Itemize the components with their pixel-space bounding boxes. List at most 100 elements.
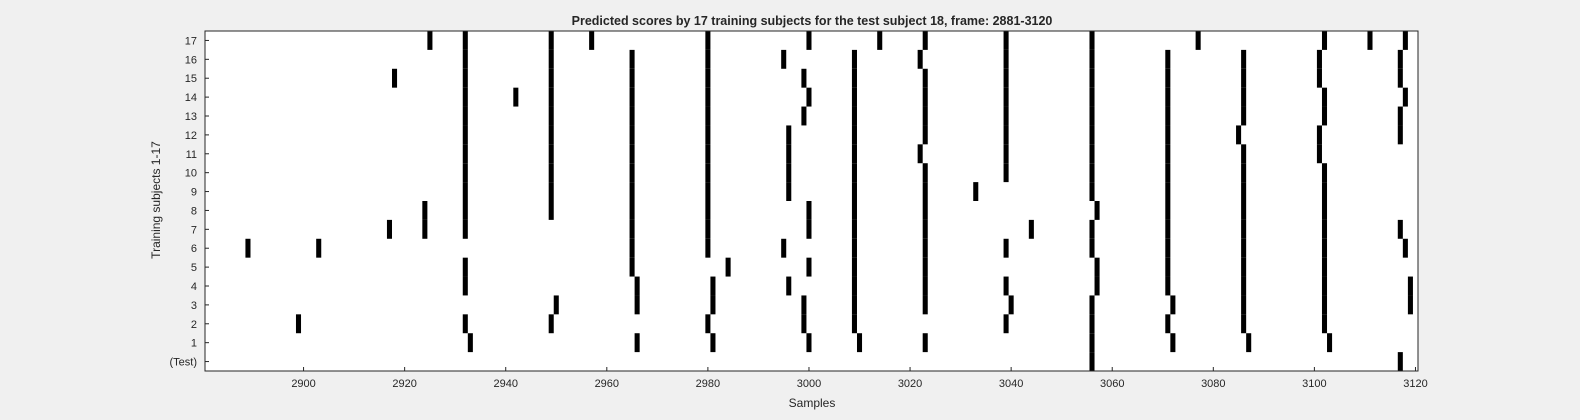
score-mark (1003, 31, 1009, 50)
score-mark (1003, 238, 1009, 258)
y-tick-label: 8 (191, 205, 197, 217)
score-mark (1241, 68, 1247, 88)
score-mark (786, 144, 792, 164)
y-tick-label: 3 (191, 300, 197, 312)
score-mark (1241, 238, 1247, 258)
score-mark (851, 257, 857, 277)
score-mark (1241, 49, 1247, 69)
y-tick-label: 11 (186, 149, 197, 161)
score-mark (422, 201, 428, 220)
score-mark (1321, 314, 1328, 334)
score-mark (1165, 144, 1171, 164)
score-mark (851, 276, 857, 296)
score-mark (1170, 333, 1176, 353)
score-mark (786, 182, 792, 201)
score-mark (634, 333, 640, 353)
score-mark (1165, 125, 1171, 145)
score-mark (922, 219, 928, 239)
score-mark (1407, 276, 1413, 296)
score-mark (922, 276, 928, 296)
score-mark (705, 106, 711, 126)
score-mark (851, 163, 857, 183)
score-mark (295, 314, 302, 334)
score-mark (1165, 219, 1171, 239)
score-mark (1316, 144, 1322, 164)
score-mark (1094, 201, 1100, 220)
score-mark (553, 295, 559, 315)
y-tick-label: 14 (185, 92, 197, 104)
y-tick-label: 10 (185, 168, 197, 180)
score-mark (1089, 163, 1095, 183)
score-mark (513, 87, 519, 107)
score-mark (548, 144, 554, 164)
score-mark (462, 31, 468, 50)
score-mark (705, 163, 711, 183)
score-mark (1089, 238, 1095, 258)
score-mark (710, 276, 716, 296)
score-mark (462, 87, 468, 107)
score-mark (1321, 163, 1328, 183)
score-mark (705, 314, 711, 334)
score-mark (922, 182, 928, 201)
score-mark (1241, 276, 1247, 296)
score-mark (710, 295, 716, 315)
score-mark (1165, 314, 1171, 334)
score-mark (1397, 352, 1403, 371)
x-tick-label: 3080 (1201, 378, 1225, 390)
score-mark (786, 276, 792, 296)
score-mark (1321, 219, 1328, 239)
score-mark (922, 31, 928, 50)
score-mark (851, 87, 857, 107)
score-mark (705, 68, 711, 88)
y-tick-label: 2 (191, 319, 197, 331)
score-mark (705, 144, 711, 164)
score-mark (877, 31, 883, 50)
score-mark (1089, 106, 1095, 126)
score-mark (629, 182, 635, 201)
score-mark (705, 182, 711, 201)
score-mark (1089, 68, 1095, 88)
score-mark (1321, 295, 1328, 315)
score-mark (1003, 125, 1009, 145)
score-mark (922, 125, 928, 145)
score-mark (922, 333, 928, 353)
score-mark (629, 144, 635, 164)
score-mark (806, 257, 812, 277)
score-mark (851, 49, 857, 69)
score-mark (851, 295, 857, 315)
score-mark (856, 333, 863, 353)
score-mark (710, 333, 716, 353)
score-mark (1165, 276, 1171, 296)
score-mark (1165, 238, 1171, 258)
score-mark (1241, 257, 1247, 277)
score-mark (705, 238, 711, 258)
score-mark (705, 219, 711, 239)
score-mark (705, 31, 711, 50)
score-mark (1397, 219, 1403, 239)
score-mark (922, 87, 928, 107)
score-mark (629, 201, 635, 220)
score-mark (801, 106, 807, 126)
score-mark (851, 182, 857, 201)
score-marks (245, 31, 1413, 371)
x-tick-labels: 2900 2920 2940 2960 2980 3000 3020 3040 3060 3080… (291, 367, 1428, 390)
y-tick-label: 6 (191, 243, 197, 255)
score-mark (1165, 163, 1171, 183)
score-mark (1241, 144, 1247, 164)
score-mark (1003, 68, 1009, 88)
score-mark (629, 257, 635, 277)
score-mark (462, 49, 468, 69)
score-mark (806, 333, 812, 353)
score-mark (1195, 31, 1201, 50)
y-tick-label: 1 (191, 338, 197, 350)
score-mark (851, 68, 857, 88)
score-mark (806, 201, 812, 220)
y-tick-label: 16 (185, 54, 197, 66)
score-mark (1327, 333, 1333, 353)
score-mark (801, 295, 807, 315)
score-mark (1402, 87, 1408, 107)
score-mark (1170, 295, 1176, 315)
x-tick-label: 2940 (493, 378, 517, 390)
x-tick-label: 2960 (595, 378, 619, 390)
